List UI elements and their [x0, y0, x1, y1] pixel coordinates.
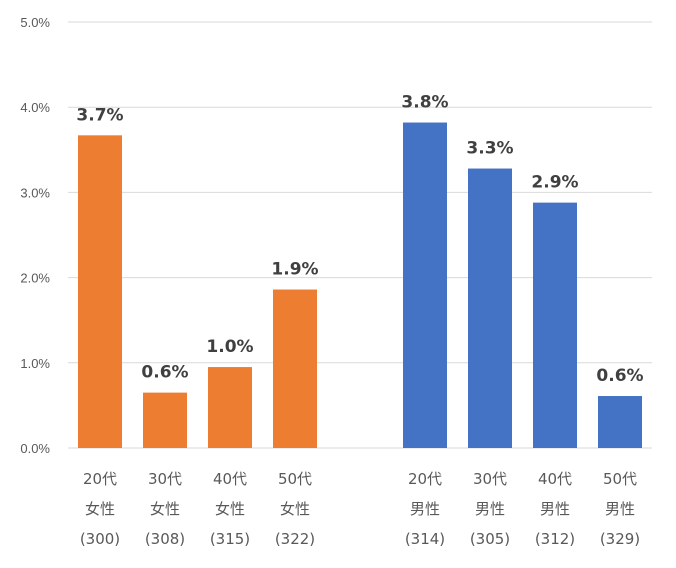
y-tick-label: 2.0% [20, 271, 50, 286]
data-label: 0.6% [141, 363, 188, 383]
category-label: 女性 [215, 500, 245, 518]
data-label: 1.0% [206, 337, 253, 357]
bar [273, 289, 317, 448]
category-label: (322) [275, 530, 315, 548]
category-label: 20代 [83, 470, 117, 488]
bar [78, 135, 122, 449]
category-label: 女性 [280, 500, 310, 518]
category-label: 30代 [473, 470, 507, 488]
category-label: 50代 [278, 470, 312, 488]
bars [78, 122, 642, 449]
bar [598, 396, 642, 448]
category-label: (314) [405, 530, 445, 548]
category-label: (315) [210, 530, 250, 548]
category-label: 男性 [540, 500, 570, 518]
category-label: 40代 [538, 470, 572, 488]
bar [533, 202, 577, 448]
bar [208, 367, 252, 448]
data-label: 3.7% [76, 105, 123, 125]
bar [143, 392, 187, 448]
y-tick-label: 1.0% [20, 356, 50, 371]
category-label: (300) [80, 530, 120, 548]
category-label: 40代 [213, 470, 247, 488]
category-label: 女性 [85, 500, 115, 518]
y-tick-label: 4.0% [20, 100, 50, 115]
data-label: 1.9% [271, 260, 318, 280]
bar [468, 168, 512, 448]
category-label: (308) [145, 530, 185, 548]
category-label: (305) [470, 530, 510, 548]
category-label: 男性 [410, 500, 440, 518]
data-label: 3.3% [466, 139, 513, 159]
y-axis-tick-labels: 0.0% 1.0% 2.0% 3.0% 4.0% 5.0% [20, 15, 50, 456]
y-tick-label: 0.0% [20, 441, 50, 456]
data-label: 0.6% [596, 366, 643, 386]
category-label: 30代 [148, 470, 182, 488]
data-label: 3.8% [401, 93, 448, 113]
category-label: (329) [600, 530, 640, 548]
bar [403, 122, 447, 448]
category-label: 50代 [603, 470, 637, 488]
y-tick-label: 5.0% [20, 15, 50, 30]
category-label: 女性 [150, 500, 180, 518]
data-labels: 3.7% 0.6% 1.0% 1.9% 3.8% 3.3% 2.9% 0.6% [76, 93, 643, 386]
y-tick-label: 3.0% [20, 185, 50, 200]
category-label: 男性 [475, 500, 505, 518]
category-label: 20代 [408, 470, 442, 488]
category-label: (312) [535, 530, 575, 548]
category-label: 男性 [605, 500, 635, 518]
data-label: 2.9% [531, 173, 578, 193]
